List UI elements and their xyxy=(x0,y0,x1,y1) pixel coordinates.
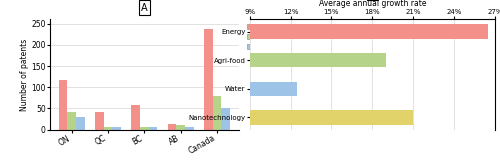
Bar xyxy=(148,127,158,130)
Bar xyxy=(76,117,85,130)
Bar xyxy=(140,127,148,130)
Bar xyxy=(204,29,212,130)
Bar xyxy=(132,105,140,130)
Bar xyxy=(127,24,488,39)
Bar xyxy=(127,110,413,125)
Bar xyxy=(176,125,185,130)
Bar xyxy=(168,124,176,130)
Bar xyxy=(68,112,76,130)
Y-axis label: Number of patents: Number of patents xyxy=(20,38,28,111)
Bar xyxy=(58,80,68,130)
Bar xyxy=(104,127,112,130)
Legend: Energy, Agri-food, Water: Energy, Agri-food, Water xyxy=(246,23,290,51)
X-axis label: Average annual growth rate: Average annual growth rate xyxy=(318,0,426,8)
Bar xyxy=(185,127,194,130)
Bar xyxy=(112,127,121,130)
Bar xyxy=(127,82,298,96)
Text: A: A xyxy=(141,3,148,13)
Bar xyxy=(212,96,222,130)
Bar xyxy=(95,112,104,130)
Bar xyxy=(222,108,230,130)
Bar xyxy=(127,53,386,67)
